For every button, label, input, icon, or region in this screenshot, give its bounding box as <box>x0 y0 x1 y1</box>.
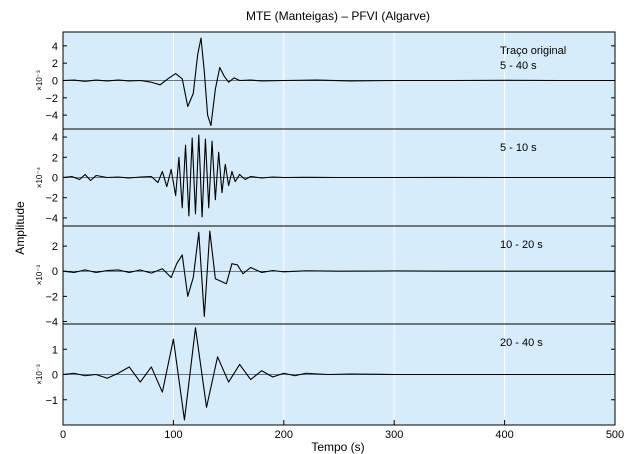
panel-background <box>63 226 615 324</box>
y-tick-label: −2 <box>45 93 58 105</box>
panel-label: 20 - 40 s <box>500 337 543 349</box>
panel-label: 5 - 10 s <box>500 142 537 154</box>
y-tick-label: 0 <box>52 370 58 382</box>
waveform-line <box>62 327 615 421</box>
y-tick-label: −4 <box>45 110 58 122</box>
panel-border <box>62 323 616 426</box>
panel-scale-label: ×10⁻³ <box>35 364 44 385</box>
panel-3: −4 −2 0 2 ×10⁻³ 10 - 20 s <box>35 225 616 328</box>
panel-scale-label: ×10⁻⁴ <box>35 166 44 188</box>
y-tick-label: −2 <box>45 291 58 303</box>
x-axis-label: Tempo (s) <box>311 440 364 454</box>
y-tick-label: 0 <box>52 76 58 88</box>
panel-scale-label: ×10⁻³ <box>35 70 44 91</box>
y-tick-label: 4 <box>52 41 58 53</box>
waveform-line <box>62 230 615 318</box>
x-tick-label: 100 <box>164 429 182 441</box>
panel-label: 10 - 20 s <box>500 239 543 251</box>
panel-label: 5 - 40 s <box>500 60 537 72</box>
y-tick-label: 0 <box>52 266 58 278</box>
chart-title: MTE (Manteigas) – PFVI (Algarve) <box>246 9 430 23</box>
waveform-line <box>62 134 615 218</box>
y-tick-label: −1 <box>45 395 58 407</box>
y-tick-label: −4 <box>45 213 58 225</box>
y-axis-label: Amplitude <box>13 201 27 255</box>
y-tick-label: −2 <box>45 193 58 205</box>
y-tick-label: 2 <box>52 58 58 70</box>
panel-scale-label: ×10⁻³ <box>35 264 44 285</box>
x-tick-label: 400 <box>495 429 513 441</box>
panel-4: −1 0 1 ×10⁻³ 20 - 40 s <box>35 323 616 426</box>
x-tick-label: 200 <box>275 429 293 441</box>
y-tick-label: 1 <box>52 344 58 356</box>
x-tick-label: 500 <box>606 429 624 441</box>
y-tick-label: −4 <box>45 316 58 328</box>
panel-2: −4 −2 0 2 4 ×10⁻⁴ 5 - 10 s <box>35 128 616 227</box>
panel-label: Traço original <box>500 45 566 57</box>
y-tick-label: 2 <box>52 152 58 164</box>
x-tick-label: 0 <box>60 429 66 441</box>
x-tick-label: 300 <box>385 429 403 441</box>
y-tick-label: 2 <box>52 241 58 253</box>
panels-group: −4 −2 0 2 4 ×10⁻³ Traço original 5 - 40 s −4 −2 0 2… <box>35 31 616 426</box>
waveform-line <box>62 37 615 127</box>
x-axis: 0 100 200 300 400 500 <box>60 420 624 441</box>
panel-1: −4 −2 0 2 4 ×10⁻³ Traço original 5 - 40 s <box>35 31 616 130</box>
y-tick-label: 0 <box>52 173 58 185</box>
y-tick-label: 4 <box>52 132 58 144</box>
